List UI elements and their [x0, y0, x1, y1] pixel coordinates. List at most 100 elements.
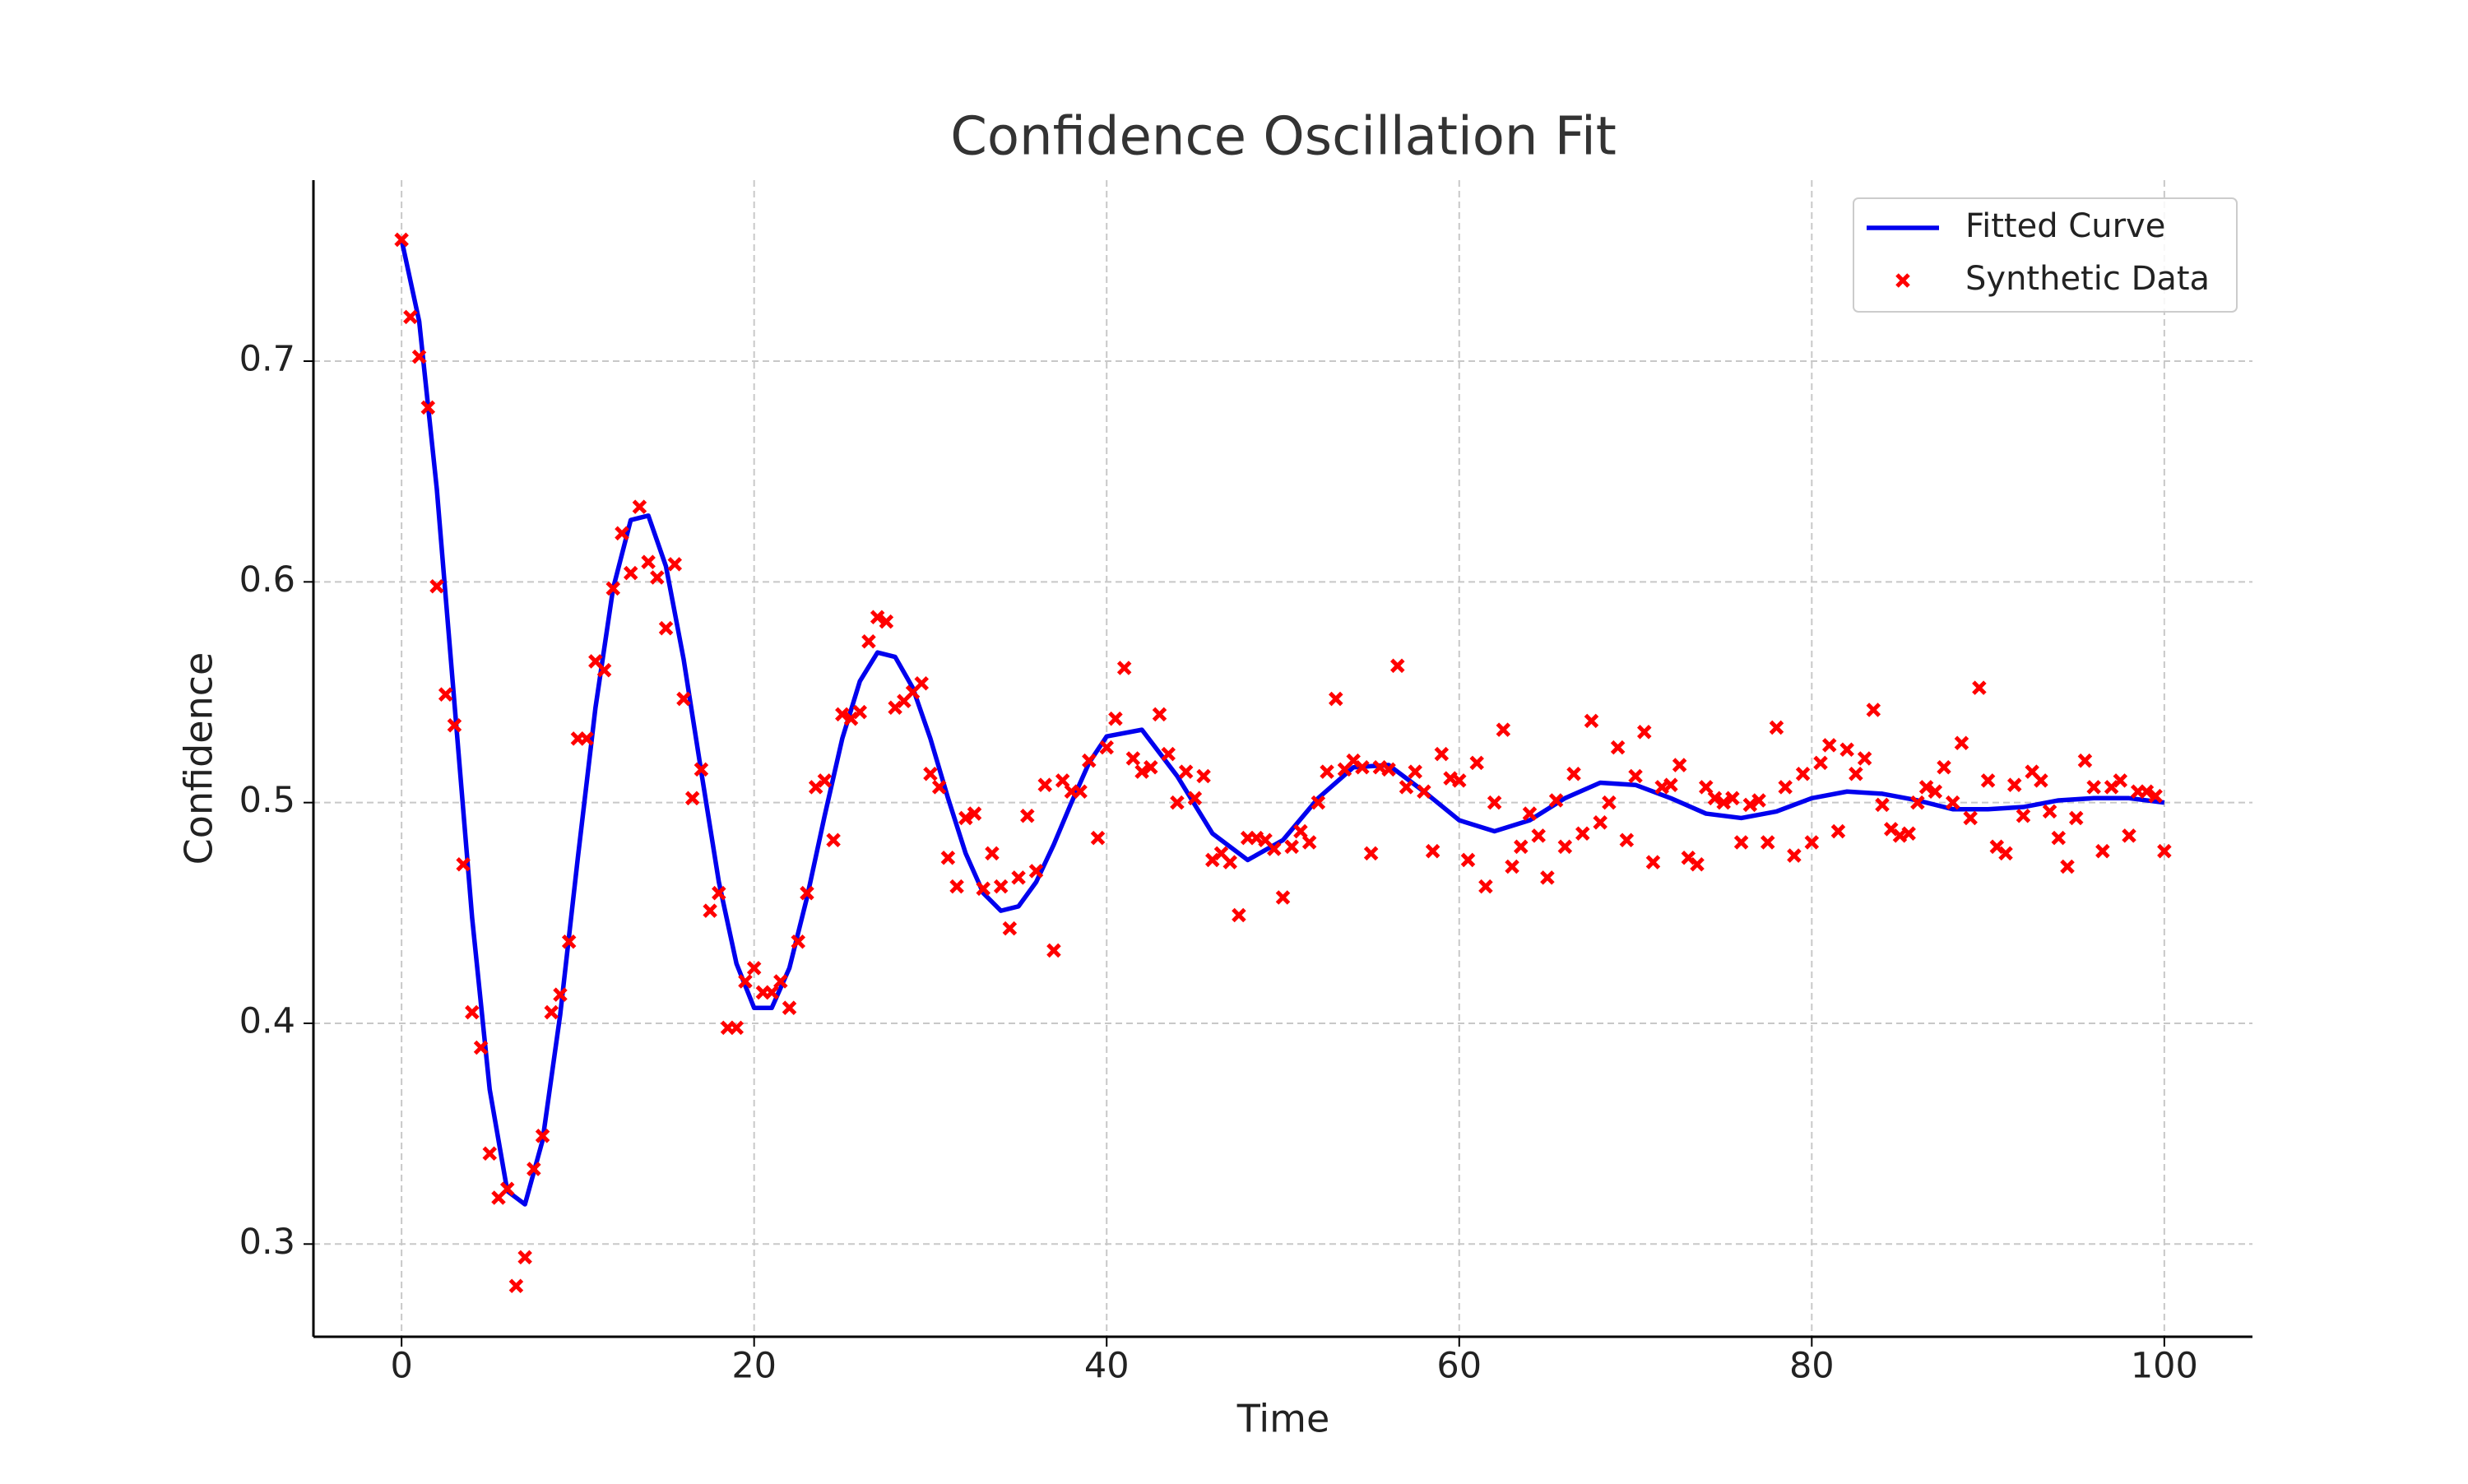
data-point	[1760, 835, 1775, 850]
data-point	[1275, 890, 1291, 905]
data-point	[1301, 835, 1317, 850]
data-point	[782, 1000, 797, 1015]
data-point	[1778, 780, 1793, 795]
data-point	[949, 879, 964, 894]
legend-label: Synthetic Data	[1965, 260, 2210, 298]
data-point	[1645, 855, 1661, 870]
data-point	[1381, 762, 1396, 777]
data-point	[800, 885, 814, 901]
data-point	[2113, 773, 2128, 788]
data-point	[2016, 808, 2031, 823]
y-tick-label: 0.5	[239, 780, 295, 821]
y-axis-label: Confidence	[177, 652, 221, 865]
data-point	[1839, 742, 1854, 758]
data-point	[1232, 907, 1246, 923]
data-point	[1108, 711, 1123, 726]
data-point	[1910, 795, 1925, 810]
data-point	[676, 691, 691, 707]
y-tick-label: 0.4	[239, 1000, 295, 1041]
data-point	[1804, 835, 1820, 850]
data-point	[1972, 680, 1987, 695]
data-point	[1663, 777, 1678, 792]
data-point	[826, 832, 841, 848]
data-point	[1090, 830, 1106, 846]
x-tick-label: 20	[731, 1346, 777, 1387]
data-point	[1557, 839, 1573, 855]
data-point	[1751, 793, 1766, 808]
data-point	[1478, 879, 1493, 894]
data-point	[561, 934, 577, 949]
data-point	[1469, 755, 1484, 771]
data-point	[394, 232, 409, 248]
data-point	[1028, 864, 1044, 879]
data-point	[429, 578, 444, 594]
data-point	[703, 903, 717, 918]
data-point	[1813, 755, 1828, 771]
x-tick-label: 80	[1789, 1346, 1835, 1387]
data-point	[712, 885, 726, 901]
data-point	[447, 717, 462, 733]
data-point	[650, 570, 665, 585]
data-point	[1505, 859, 1519, 874]
data-point	[1575, 826, 1590, 841]
data-point	[438, 687, 453, 702]
data-point	[1452, 773, 1467, 788]
data-point	[420, 400, 436, 415]
data-point	[1187, 791, 1203, 806]
data-point	[1116, 661, 1132, 675]
data-point	[1011, 870, 1026, 885]
data-point	[1144, 759, 1158, 775]
data-point	[456, 857, 471, 872]
data-point	[817, 773, 833, 788]
legend-box	[1853, 197, 2238, 313]
data-point	[1742, 797, 1758, 813]
data-point	[1610, 740, 1626, 755]
data-point	[1522, 806, 1538, 821]
data-point	[1161, 746, 1176, 762]
legend-label: Fitted Curve	[1965, 207, 2165, 245]
x-tick-label: 60	[1436, 1346, 1482, 1387]
data-point	[1619, 832, 1635, 848]
data-point	[1937, 759, 1951, 775]
y-tick-label: 0.6	[239, 559, 295, 601]
data-point	[1980, 773, 1996, 788]
data-point	[1795, 767, 1811, 781]
data-point	[1725, 791, 1740, 806]
data-point	[1602, 795, 1617, 810]
data-point	[976, 881, 991, 897]
data-point	[1002, 921, 1018, 936]
data-point	[2077, 753, 2093, 768]
data-point	[1566, 767, 1581, 781]
data-point	[1531, 828, 1546, 843]
data-point	[879, 614, 894, 629]
legend-marker	[1895, 273, 1910, 288]
data-point	[544, 1004, 559, 1020]
data-point	[1196, 768, 1211, 784]
data-point	[411, 349, 427, 364]
data-point	[465, 1004, 480, 1020]
data-point	[1170, 795, 1185, 810]
data-point	[403, 309, 418, 325]
data-point	[1954, 735, 1969, 750]
x-axis-label: Time	[1236, 1397, 1330, 1441]
data-point	[1998, 846, 2013, 861]
data-point	[623, 565, 638, 581]
data-point	[1037, 777, 1052, 792]
data-point	[2042, 804, 2057, 819]
data-point	[985, 846, 1000, 861]
data-point	[2122, 828, 2136, 843]
x-tick-label: 0	[390, 1346, 412, 1387]
data-point	[1707, 791, 1723, 806]
data-point	[1928, 784, 1943, 800]
data-point	[2157, 843, 2172, 859]
chart-title: Confidence Oscillation Fit	[950, 107, 1617, 168]
data-point	[1267, 842, 1282, 856]
data-point	[535, 1129, 550, 1143]
data-point	[1125, 751, 1141, 766]
data-point	[482, 1146, 498, 1162]
data-point	[1672, 758, 1687, 772]
x-tick-label: 40	[1084, 1346, 1130, 1387]
data-point	[958, 810, 973, 826]
data-point	[773, 974, 788, 989]
